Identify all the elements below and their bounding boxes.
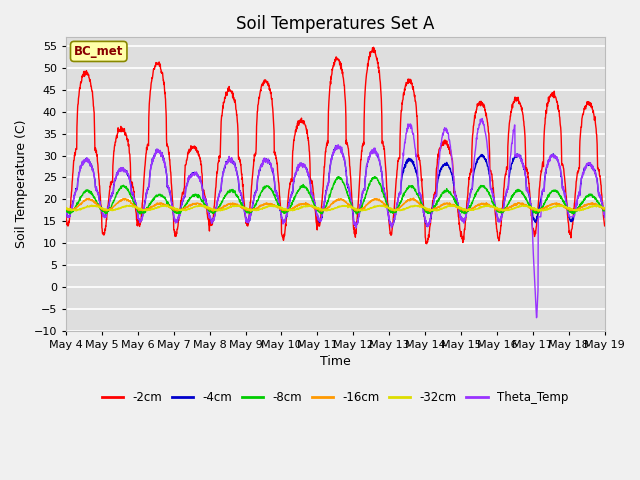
Text: BC_met: BC_met — [74, 45, 124, 58]
X-axis label: Time: Time — [320, 355, 351, 368]
Title: Soil Temperatures Set A: Soil Temperatures Set A — [236, 15, 435, 33]
Legend: -2cm, -4cm, -8cm, -16cm, -32cm, Theta_Temp: -2cm, -4cm, -8cm, -16cm, -32cm, Theta_Te… — [97, 386, 573, 409]
Y-axis label: Soil Temperature (C): Soil Temperature (C) — [15, 120, 28, 248]
